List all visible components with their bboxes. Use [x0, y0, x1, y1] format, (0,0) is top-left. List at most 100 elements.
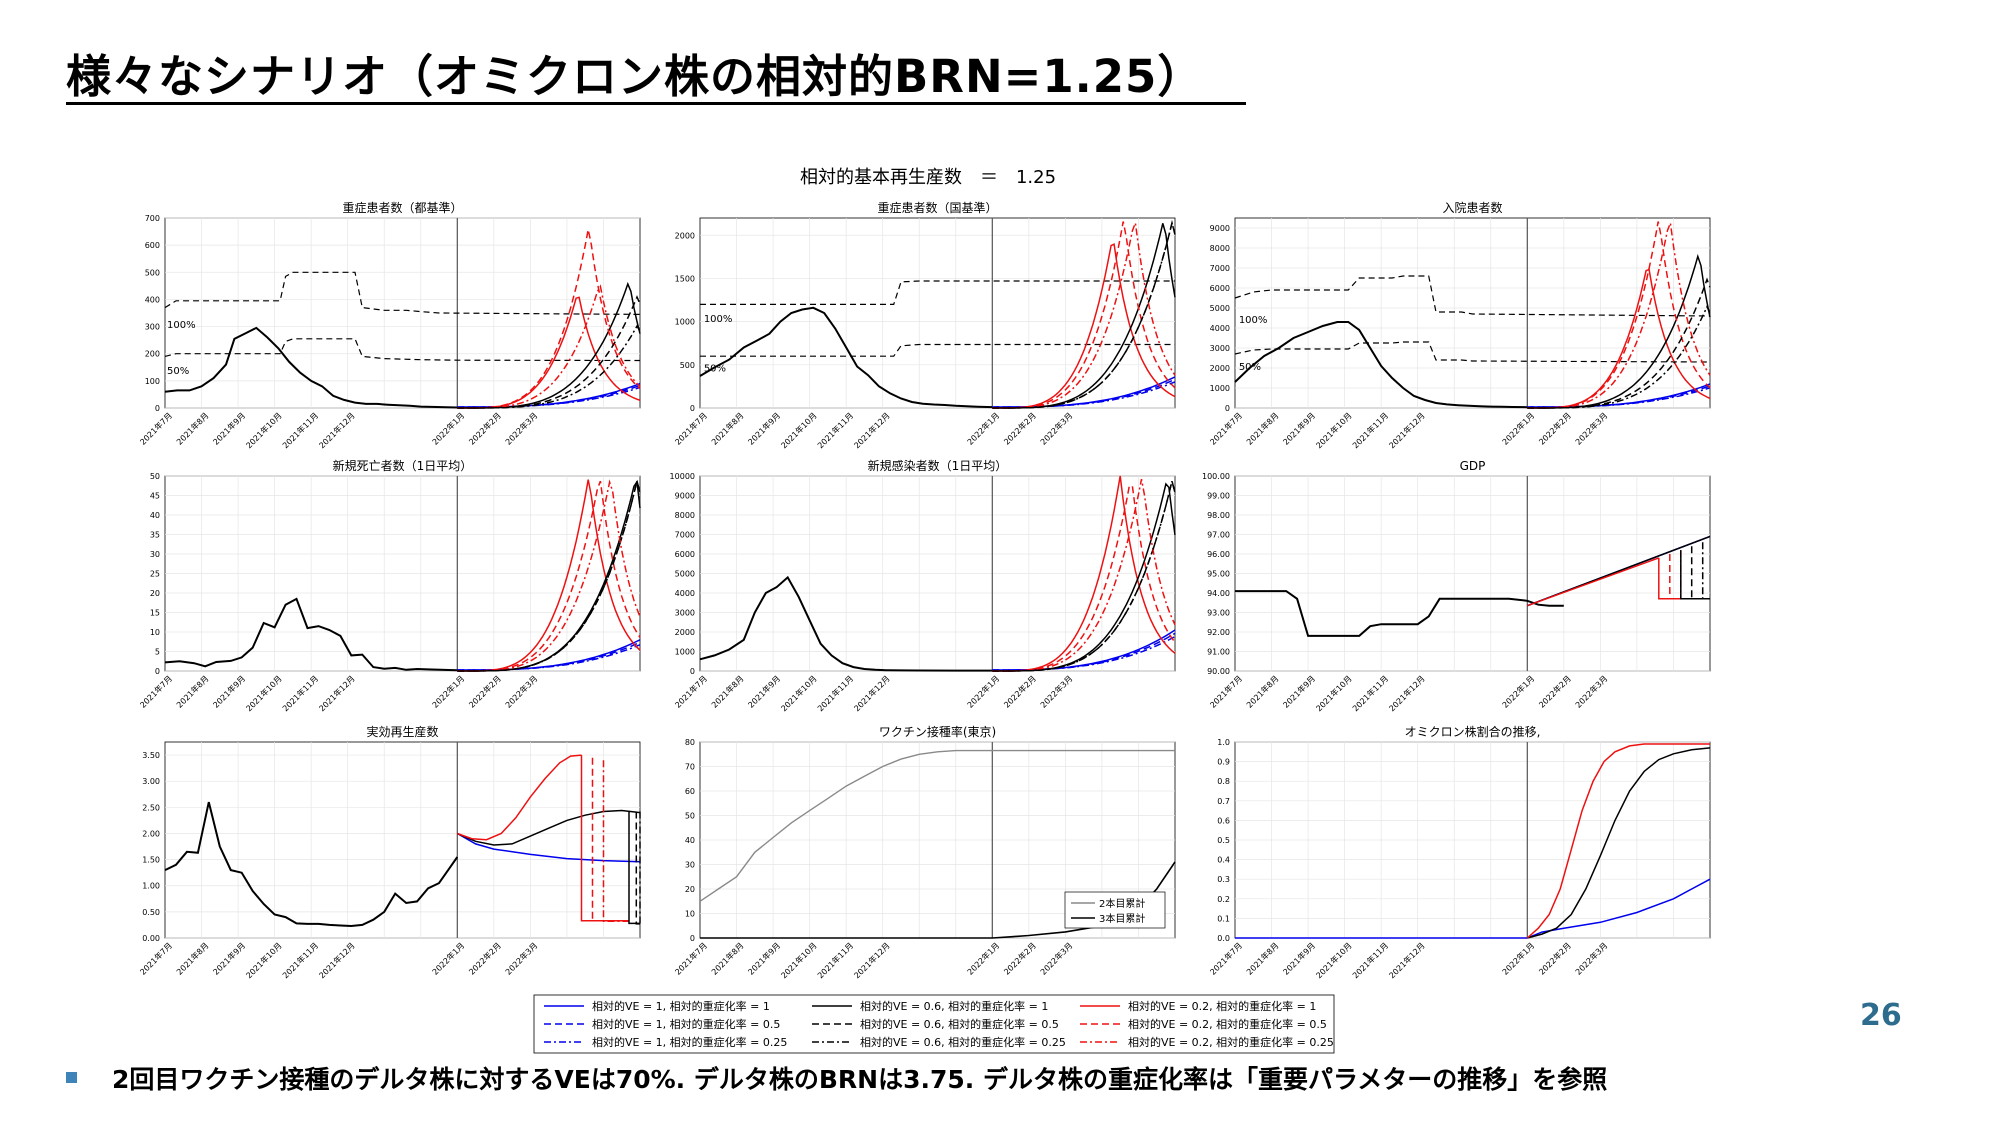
x-tick-label: 2021年12月	[1387, 410, 1427, 450]
x-tick-label: 2021年11月	[815, 410, 855, 450]
plot-frame	[1234, 217, 1711, 409]
y-tick-label: 1000	[1210, 384, 1230, 393]
y-tick-label: 1000	[675, 318, 695, 327]
capacity-line	[700, 280, 1175, 305]
history-line	[1234, 321, 1528, 409]
y-tick-label: 3000	[1210, 344, 1230, 353]
x-tick-label: 2021年8月	[709, 940, 745, 976]
y-tick-label: 5000	[1210, 304, 1230, 313]
history-line	[164, 801, 459, 928]
y-tick-label: 1.50	[142, 856, 160, 865]
y-tick-label: 99.00	[1207, 492, 1230, 501]
x-tick-label: 2021年12月	[1387, 673, 1427, 713]
x-tick-label: 2021年10月	[244, 940, 284, 980]
capacity-annotation: 50%	[167, 366, 189, 377]
x-tick-label: 2021年10月	[779, 673, 819, 713]
x-tick-label: 2022年2月	[467, 673, 503, 709]
x-tick-label: 2021年11月	[815, 673, 855, 713]
y-tick-label: 0.00	[142, 934, 160, 943]
y-tick-label: 600	[145, 241, 160, 250]
x-tick-label: 2021年11月	[1350, 673, 1390, 713]
y-tick-label: 20	[150, 589, 160, 598]
x-tick-label: 2022年3月	[1038, 410, 1074, 446]
y-tick-label: 2000	[675, 231, 695, 240]
y-tick-label: 6000	[675, 550, 695, 559]
panel-title: ワクチン接種率(東京)	[879, 724, 996, 739]
y-tick-label: 0	[690, 667, 695, 676]
y-tick-label: 10	[685, 910, 695, 919]
y-tick-label: 0	[690, 404, 695, 413]
y-tick-label: 500	[680, 361, 695, 370]
panel-title: オミクロン株割合の推移,	[1405, 724, 1541, 739]
y-tick-label: 6000	[1210, 284, 1230, 293]
y-tick-label: 8000	[1210, 244, 1230, 253]
y-tick-label: 95.00	[1207, 570, 1230, 579]
panel-title: GDP	[1460, 459, 1486, 473]
legend-label: 相対的VE = 0.6, 相対的重症化率 = 1	[860, 999, 1048, 1013]
panel-hospitalized: 0 1000 2000 3000 4000 5000 6000 7000 8000 9000 202…	[1208, 200, 1711, 450]
y-tick-label: 45	[150, 492, 160, 501]
x-tick-label: 2022年3月	[503, 410, 539, 446]
legend-label: 相対的VE = 0.2, 相対的重症化率 = 1	[1128, 999, 1316, 1013]
y-tick-label: 0	[155, 404, 160, 413]
x-tick-label: 2021年7月	[1208, 940, 1244, 976]
y-tick-label: 10	[150, 628, 160, 637]
x-tick-label: 2021年9月	[746, 673, 782, 709]
y-tick-label: 90.00	[1207, 667, 1230, 676]
x-tick-label: 2021年11月	[280, 940, 320, 980]
y-tick-label: 2000	[1210, 364, 1230, 373]
footnote-text: 2回目ワクチン接種のデルタ株に対するVEは70%. デルタ株のBRNは3.75.…	[112, 1065, 1608, 1094]
y-tick-label: 100	[145, 377, 160, 386]
x-tick-label: 2021年11月	[1350, 940, 1390, 980]
y-tick-label: 200	[145, 350, 160, 359]
x-tick-label: 2021年9月	[211, 673, 247, 709]
history-line	[699, 306, 993, 409]
y-tick-label: 50	[685, 812, 695, 821]
legend-label: 相対的VE = 0.2, 相対的重症化率 = 0.25	[1128, 1035, 1334, 1049]
scenario-line-black	[1690, 546, 1710, 600]
x-tick-label: 2021年12月	[317, 673, 357, 713]
capacity-line	[1234, 275, 1711, 317]
capacity-annotation: 100%	[704, 314, 733, 325]
vaccine-legend-label: 2本目累計	[1099, 897, 1145, 910]
y-tick-label: 500	[145, 268, 160, 277]
y-tick-label: 700	[145, 214, 160, 223]
scenario-line-black	[992, 481, 1176, 672]
y-tick-label: 0.50	[142, 908, 160, 917]
x-tick-label: 2022年1月	[430, 410, 466, 446]
panel-omicron-share: 0.0 0.1 0.2 0.3 0.4 0.5 0.6 0.7 0.8 0.9 1.0 2021年7月…	[1208, 724, 1711, 980]
x-tick-label: 2022年2月	[1002, 410, 1038, 446]
x-tick-label: 2021年10月	[779, 410, 819, 450]
x-tick-label: 2021年8月	[174, 940, 210, 976]
x-tick-label: 2021年9月	[746, 940, 782, 976]
scenario-line-black	[457, 295, 641, 409]
y-tick-label: 25	[150, 570, 160, 579]
x-tick-label: 2022年2月	[467, 940, 503, 976]
x-tick-label: 2021年12月	[852, 410, 892, 450]
scenario-line-red	[992, 485, 1176, 672]
y-tick-label: 7000	[675, 531, 695, 540]
y-tick-label: 9000	[675, 492, 695, 501]
legend-label: 相対的VE = 0.2, 相対的重症化率 = 0.5	[1128, 1017, 1327, 1031]
y-tick-label: 0	[155, 667, 160, 676]
history-line	[164, 326, 458, 409]
capacity-line	[700, 343, 1175, 357]
scenario-line-black	[1701, 542, 1710, 600]
capacity-annotation: 100%	[1239, 315, 1268, 326]
y-tick-label: 91.00	[1207, 648, 1230, 657]
x-tick-label: 2021年11月	[280, 410, 320, 450]
panel-infections: 0 1000 2000 3000 4000 5000 6000 7000 8000 9000 100…	[670, 458, 1176, 713]
panel-title: 重症患者数（都基準）	[342, 200, 462, 215]
x-tick-label: 2021年11月	[815, 940, 855, 980]
x-tick-label: 2021年7月	[1208, 410, 1244, 446]
y-tick-label: 3000	[675, 609, 695, 618]
y-tick-label: 30	[685, 861, 695, 870]
y-tick-label: 96.00	[1207, 550, 1230, 559]
x-tick-label: 2022年3月	[1038, 940, 1074, 976]
y-tick-label: 7000	[1210, 264, 1230, 273]
x-tick-label: 2022年2月	[1537, 410, 1573, 446]
figure-title: 相対的基本再生産数 ＝ 1.25	[800, 167, 1056, 188]
legend-label: 相対的VE = 0.6, 相対的重症化率 = 0.5	[860, 1017, 1059, 1031]
